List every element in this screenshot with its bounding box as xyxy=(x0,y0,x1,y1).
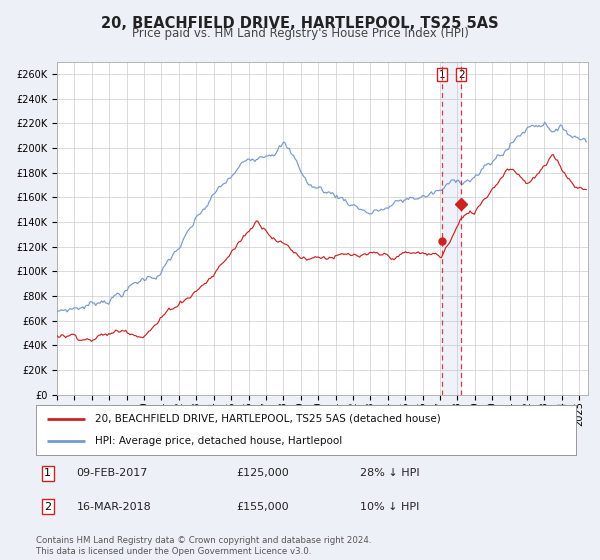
Text: 2: 2 xyxy=(458,70,464,80)
Text: £125,000: £125,000 xyxy=(236,468,289,478)
Text: Price paid vs. HM Land Registry's House Price Index (HPI): Price paid vs. HM Land Registry's House … xyxy=(131,27,469,40)
Text: 1: 1 xyxy=(44,468,51,478)
Text: 10% ↓ HPI: 10% ↓ HPI xyxy=(360,502,419,512)
Text: 16-MAR-2018: 16-MAR-2018 xyxy=(77,502,151,512)
Text: 2: 2 xyxy=(44,502,51,512)
Bar xyxy=(442,62,461,395)
Text: 09-FEB-2017: 09-FEB-2017 xyxy=(77,468,148,478)
Text: 28% ↓ HPI: 28% ↓ HPI xyxy=(360,468,419,478)
Text: This data is licensed under the Open Government Licence v3.0.: This data is licensed under the Open Gov… xyxy=(36,547,311,556)
Text: Contains HM Land Registry data © Crown copyright and database right 2024.: Contains HM Land Registry data © Crown c… xyxy=(36,536,371,545)
Text: 20, BEACHFIELD DRIVE, HARTLEPOOL, TS25 5AS (detached house): 20, BEACHFIELD DRIVE, HARTLEPOOL, TS25 5… xyxy=(95,414,441,424)
Text: £155,000: £155,000 xyxy=(236,502,289,512)
Text: 20, BEACHFIELD DRIVE, HARTLEPOOL, TS25 5AS: 20, BEACHFIELD DRIVE, HARTLEPOOL, TS25 5… xyxy=(101,16,499,31)
Text: HPI: Average price, detached house, Hartlepool: HPI: Average price, detached house, Hart… xyxy=(95,436,343,446)
Text: 1: 1 xyxy=(439,70,445,80)
